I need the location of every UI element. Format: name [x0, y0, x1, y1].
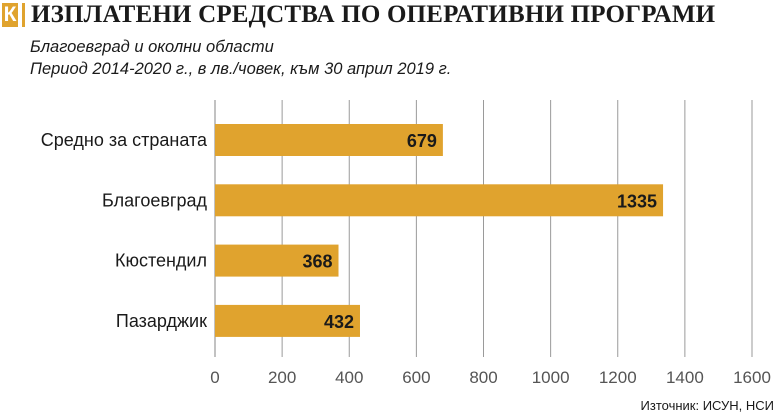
bar [215, 124, 443, 156]
bar-chart: 0 200 400 600 800 1000 1200 1400 1600 Средно за с… [41, 100, 771, 387]
x-tick-label: 1000 [532, 368, 570, 387]
x-tick-label: 1200 [599, 368, 637, 387]
x-tick-label: 0 [210, 368, 219, 387]
header: К ИЗПЛАТЕНИ СРЕДСТВА ПО ОПЕРАТИВНИ ПРОГР… [0, 0, 715, 30]
source-note: Източник: ИСУН, НСИ [640, 398, 774, 413]
category-label: Средно за страната [41, 130, 208, 150]
x-tick-label: 1600 [733, 368, 771, 387]
bar [215, 244, 339, 277]
category-label: Пазарджик [116, 311, 207, 331]
x-tick-label: 600 [402, 368, 430, 387]
value-label: 1335 [617, 191, 657, 211]
value-label: 368 [302, 252, 332, 272]
x-tick-label: 1400 [666, 368, 704, 387]
x-tick-label: 200 [268, 368, 296, 387]
value-label: 432 [324, 312, 354, 332]
x-tick-label: 800 [469, 368, 497, 387]
chart-subtitle-period: Период 2014-2020 г., в лв./човек, към 30… [30, 60, 452, 78]
logo-divider [22, 3, 25, 27]
value-label: 679 [407, 131, 437, 151]
chart-subtitle-region: Благоевград и околни области [30, 38, 274, 56]
bar [215, 304, 360, 337]
chart-title: ИЗПЛАТЕНИ СРЕДСТВА ПО ОПЕРАТИВНИ ПРОГРАМ… [31, 1, 716, 28]
bar [215, 184, 664, 217]
category-label: Кюстендил [115, 251, 207, 271]
x-tick-label: 400 [335, 368, 363, 387]
logo: К [2, 3, 18, 27]
category-label: Благоевград [102, 190, 207, 210]
